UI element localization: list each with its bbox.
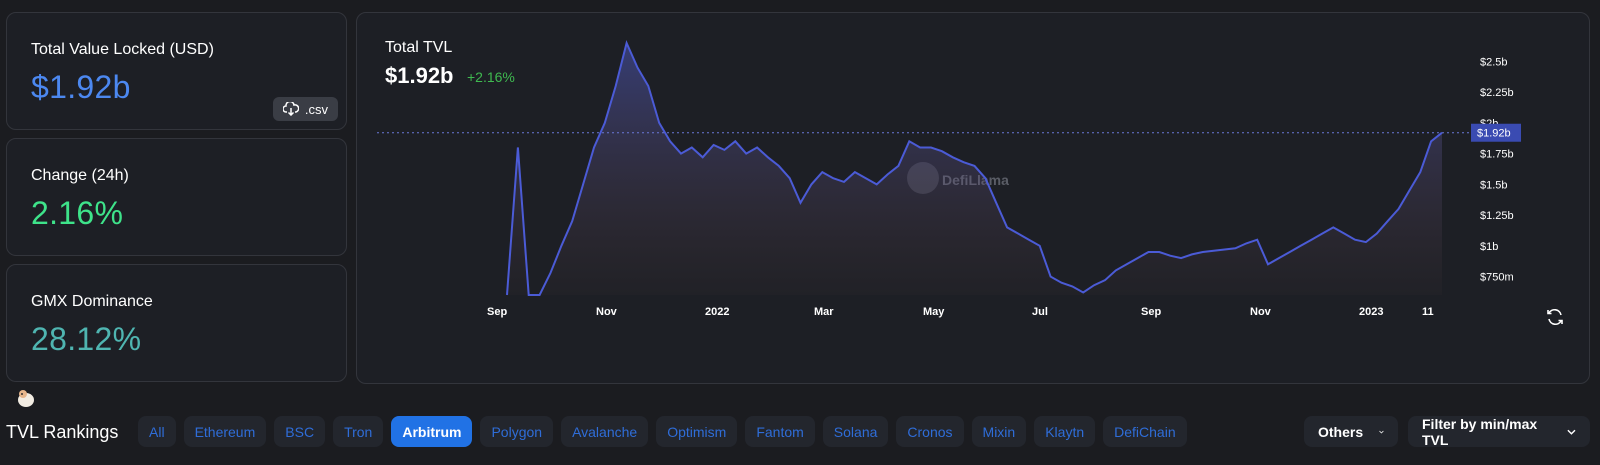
chain-chip-optimism[interactable]: Optimism <box>656 416 738 447</box>
stat-value: 28.12% <box>31 321 142 357</box>
current-value-label: $1.92b <box>1477 128 1511 140</box>
filter-label: Filter by min/max TVL <box>1422 415 1538 448</box>
chain-chip-tron[interactable]: Tron <box>333 416 384 447</box>
chain-chip-arbitrum[interactable]: Arbitrum <box>391 416 473 447</box>
x-tick-label: 2023 <box>1359 306 1383 318</box>
others-dropdown[interactable]: Others <box>1304 416 1398 447</box>
chevron-down-icon <box>1379 430 1384 434</box>
y-tick-label: $1.25b <box>1480 210 1514 222</box>
csv-label: .csv <box>304 101 328 117</box>
tvl-chart-card: Total TVL $1.92b +2.16% DefiLlama $2.5b$… <box>356 12 1590 384</box>
chart-value: $1.92b <box>385 63 454 88</box>
x-tick-label: 11 <box>1422 306 1434 318</box>
chart-title: Total TVL <box>385 39 453 56</box>
chain-chip-solana[interactable]: Solana <box>822 416 889 447</box>
y-tick-label: $1.5b <box>1480 179 1508 191</box>
tvl-area-fill <box>507 43 1442 295</box>
current-value-marker <box>1471 123 1521 142</box>
chain-chip-bsc[interactable]: BSC <box>274 416 326 447</box>
y-tick-label: $750m <box>1480 272 1514 284</box>
x-tick-label: Nov <box>596 306 618 318</box>
x-tick-label: 2022 <box>705 306 729 318</box>
tvl-area-chart[interactable]: DefiLlama $2.5b$2.25b$2b$1.75b$1.5b$1.25… <box>357 13 1591 385</box>
rankings-title: TVL Rankings <box>6 422 119 442</box>
x-tick-label: Jul <box>1032 306 1048 318</box>
stat-label: GMX Dominance <box>31 293 153 310</box>
stat-card-dominance: GMX Dominance 28.12% <box>6 264 347 382</box>
y-tick-label: $2.25b <box>1480 87 1514 99</box>
x-tick-label: Mar <box>814 306 834 318</box>
chain-chip-defichain[interactable]: DefiChain <box>1103 416 1187 447</box>
y-tick-label: $1b <box>1480 241 1498 253</box>
cloud-download-icon <box>282 102 299 116</box>
chain-chip-all[interactable]: All <box>138 416 176 447</box>
llama-mascot-icon <box>18 390 34 407</box>
chain-chip-cronos[interactable]: Cronos <box>896 416 964 447</box>
x-tick-label: Sep <box>1141 306 1161 318</box>
x-tick-label: May <box>923 306 945 318</box>
refresh-icon[interactable] <box>1545 307 1565 327</box>
y-tick-label: $2.5b <box>1480 56 1508 68</box>
stat-label: Total Value Locked (USD) <box>31 41 214 58</box>
stat-value: $1.92b <box>31 69 131 105</box>
stat-card-change: Change (24h) 2.16% <box>6 138 347 256</box>
chain-chip-avalanche[interactable]: Avalanche <box>561 416 649 447</box>
chain-chip-ethereum[interactable]: Ethereum <box>183 416 267 447</box>
others-label: Others <box>1318 423 1364 440</box>
chart-change: +2.16% <box>467 69 515 85</box>
x-tick-label: Sep <box>487 306 507 318</box>
stat-label: Change (24h) <box>31 167 129 184</box>
chain-chip-polygon[interactable]: Polygon <box>480 416 554 447</box>
chain-chip-klaytn[interactable]: Klaytn <box>1034 416 1096 447</box>
download-csv-button[interactable]: .csv <box>272 97 338 121</box>
chain-filter-chips: All Ethereum BSC Tron Arbitrum Polygon Avalanc… <box>138 416 1187 447</box>
stat-value: 2.16% <box>31 195 124 231</box>
y-tick-label: $1.75b <box>1480 149 1514 161</box>
stat-card-tvl: Total Value Locked (USD) $1.92b .csv <box>6 12 347 130</box>
tvl-filter-dropdown[interactable]: Filter by min/max TVL <box>1408 415 1590 448</box>
tvl-series-line <box>506 39 1443 296</box>
chain-chip-mixin[interactable]: Mixin <box>971 416 1027 447</box>
chevron-down-icon <box>1567 429 1576 435</box>
chain-chip-fantom[interactable]: Fantom <box>745 416 815 447</box>
x-tick-label: Nov <box>1250 306 1272 318</box>
